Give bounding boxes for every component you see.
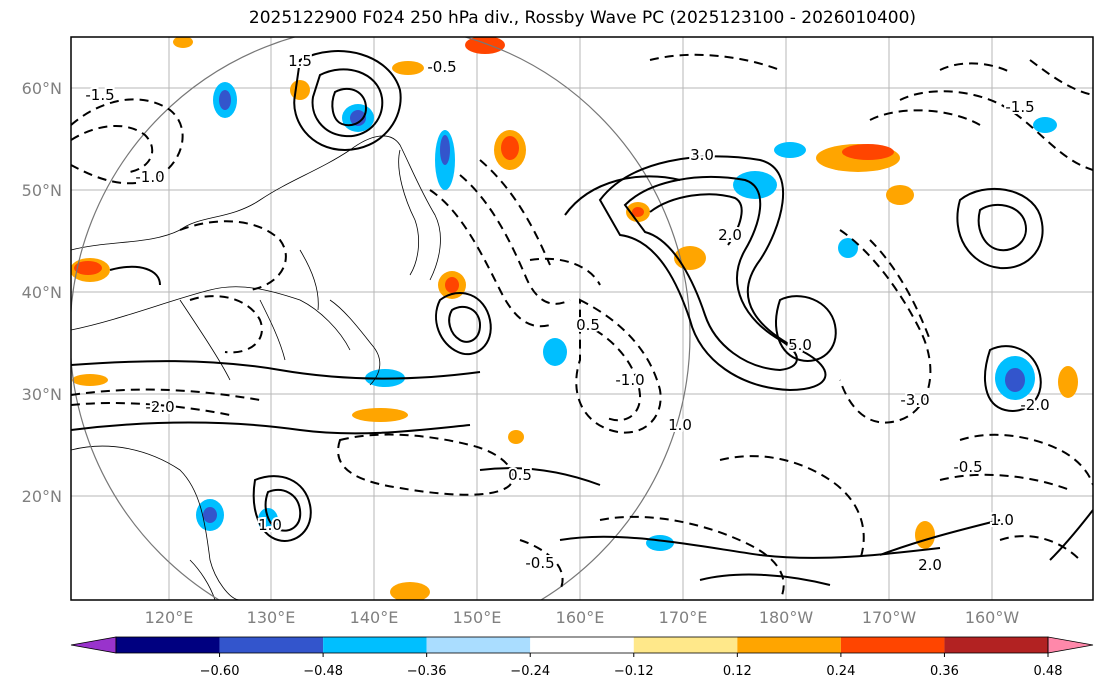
longitude-labels: 120°E 130°E 140°E 150°E 160°E 170°E 180°W 170°W… — [145, 608, 1020, 627]
shade-blob — [390, 582, 430, 600]
shade-blob — [842, 144, 894, 160]
colorbar-segment — [840, 637, 945, 653]
lat-label: 40°N — [22, 283, 62, 302]
shade-blob — [774, 142, 806, 158]
colorbar-frame — [115, 636, 1049, 654]
lon-label: 130°E — [247, 608, 296, 627]
map-background — [71, 37, 1093, 600]
contour-label: 5.0 — [788, 336, 812, 354]
shade-blob — [440, 135, 450, 165]
colorbar-tick-label: −0.24 — [510, 664, 550, 679]
colorbar-segment — [323, 637, 427, 653]
contour-label: 1.0 — [668, 416, 692, 434]
colorbar-extend-high — [1047, 636, 1094, 654]
colorbar-segment — [219, 637, 324, 653]
colorbar-segment — [633, 637, 738, 653]
shade-blob — [1033, 117, 1057, 133]
shade-blob — [543, 338, 567, 366]
map-panel: -0.5 -1.0 -2.0 -1.5 1.5 3.0 2.0 5.0 0.5 1.0 -3.0 -0… — [70, 36, 1094, 601]
shade-blob — [915, 521, 935, 549]
shade-blob — [290, 80, 310, 100]
contour-label: 1.0 — [990, 511, 1014, 529]
shade-blob — [173, 37, 193, 48]
colorbar-segment — [116, 637, 220, 653]
map-frame — [70, 36, 1094, 601]
contour-label: -2.0 — [1020, 396, 1049, 414]
shade-blob — [508, 430, 524, 444]
shade-blob — [501, 136, 519, 160]
contour-label: -2.0 — [145, 398, 174, 416]
colorbar-tick-label: −0.48 — [303, 664, 343, 679]
shade-blob — [350, 110, 366, 126]
projection-circle — [71, 37, 691, 600]
contour-label: 2.0 — [918, 556, 942, 574]
colorbar-tick-label: −0.60 — [200, 664, 240, 679]
map-title: 2025122900 F024 250 hPa div., Rossby Wav… — [248, 8, 917, 28]
contour-label: 0.5 — [508, 466, 532, 484]
colorbar: −0.60 −0.48 −0.36 −0.24 −0.12 0.12 0.24 0.36 0.4… — [70, 636, 1094, 679]
shade-blob — [352, 408, 408, 422]
shade-blob — [445, 277, 459, 293]
colorbar-segment — [944, 637, 1048, 653]
colorbar-tick-label: 0.36 — [930, 664, 959, 679]
contour-label: -1.5 — [1005, 98, 1034, 116]
coastlines — [71, 135, 441, 600]
colorbar-tick-label: −0.12 — [614, 664, 654, 679]
contour-label: -1.0 — [135, 168, 164, 186]
lon-label: 170°W — [862, 608, 917, 627]
contour-label: 1.0 — [258, 516, 282, 534]
colorbar-extend-low — [70, 636, 117, 654]
contour-label: 0.5 — [576, 316, 600, 334]
shade-blob — [465, 37, 505, 54]
shade-blob — [1005, 368, 1025, 392]
colorbar-tick-label: 0.48 — [1034, 664, 1063, 679]
contours-dashed — [71, 53, 1093, 600]
shade-blob — [392, 61, 424, 75]
lon-label: 180°W — [759, 608, 814, 627]
lon-label: 140°E — [350, 608, 399, 627]
contour-label: -3.0 — [900, 391, 929, 409]
lat-label: 50°N — [22, 181, 62, 200]
contour-label: 3.0 — [690, 146, 714, 164]
shade-blob — [886, 185, 914, 205]
shade-blob — [1058, 366, 1078, 398]
contour-label: 2.0 — [718, 226, 742, 244]
contour-label: 1.5 — [288, 52, 312, 70]
contours — [71, 50, 1093, 586]
contour-labels: -0.5 -1.0 -2.0 -1.5 1.5 3.0 2.0 5.0 0.5 1.0 -3.0 -0… — [83, 50, 1051, 576]
shade-blob — [632, 207, 644, 217]
shade-blob — [203, 507, 217, 523]
lat-label: 60°N — [22, 79, 62, 98]
colorbar-tick-label: 0.12 — [723, 664, 752, 679]
contour-label: -0.5 — [427, 58, 456, 76]
shade-blob — [74, 261, 102, 275]
contour-label: -0.5 — [953, 458, 982, 476]
shade-blob — [838, 238, 858, 258]
lat-label: 20°N — [22, 487, 62, 506]
lon-label: 120°E — [145, 608, 194, 627]
shade-blob — [72, 374, 108, 386]
colorbar-segment — [530, 637, 634, 653]
colorbar-segment — [426, 637, 531, 653]
contour-label: -1.0 — [615, 371, 644, 389]
lon-label: 160°E — [556, 608, 605, 627]
lon-label: 150°E — [453, 608, 502, 627]
shade-blob — [646, 535, 674, 551]
shade-blob — [219, 90, 231, 110]
contour-label: -1.5 — [85, 86, 114, 104]
graticule — [71, 37, 1093, 600]
colorbar-tick-label: 0.24 — [826, 664, 855, 679]
latitude-labels: 20°N 30°N 40°N 50°N 60°N — [22, 79, 62, 506]
lon-label: 160°W — [965, 608, 1020, 627]
contour-label: -0.5 — [525, 554, 554, 572]
lat-label: 30°N — [22, 385, 62, 404]
colorbar-segment — [737, 637, 841, 653]
colorbar-tick-label: −0.36 — [407, 664, 447, 679]
lon-label: 170°E — [659, 608, 708, 627]
